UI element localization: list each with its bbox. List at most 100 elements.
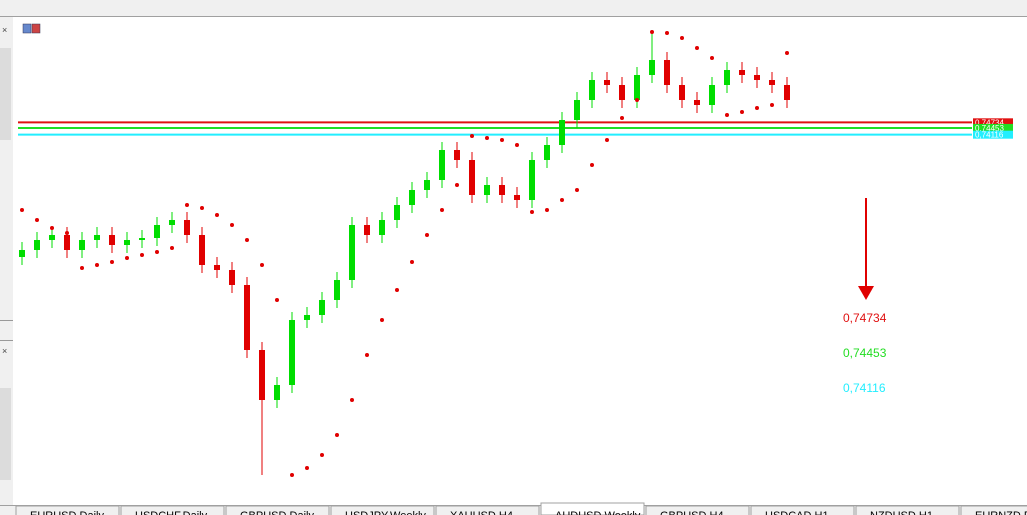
tab[interactable] <box>855 505 960 515</box>
sar-dot <box>320 453 324 457</box>
candle-body <box>649 60 655 75</box>
sar-dot <box>260 263 264 267</box>
candle-body <box>739 70 745 75</box>
candle-body <box>274 385 280 400</box>
candle-body <box>619 85 625 100</box>
sar-dot <box>635 98 639 102</box>
candle-body <box>694 100 700 105</box>
tab[interactable] <box>540 502 645 515</box>
sar-dot <box>590 163 594 167</box>
sar-dot <box>695 46 699 50</box>
sar-dot <box>710 56 714 60</box>
tab[interactable] <box>225 505 330 515</box>
level-price-tag: 0,74734 <box>975 118 1004 127</box>
tab[interactable] <box>435 505 540 515</box>
candle-body <box>724 70 730 85</box>
candle-body <box>139 238 145 240</box>
close-button[interactable]: × <box>2 25 7 35</box>
candle-body <box>64 235 70 250</box>
candle-body <box>424 180 430 190</box>
candle-body <box>664 60 670 85</box>
chart-icon[interactable] <box>22 23 32 34</box>
sar-dot <box>740 110 744 114</box>
candle-body <box>124 240 130 245</box>
sar-dot <box>785 51 789 55</box>
plot-area <box>13 17 1027 505</box>
candle-body <box>769 80 775 85</box>
sar-dot <box>50 226 54 230</box>
candle-body <box>34 240 40 250</box>
tab[interactable] <box>750 505 855 515</box>
candle-body <box>109 235 115 245</box>
sar-dot <box>185 203 189 207</box>
tab[interactable] <box>960 505 1027 515</box>
close-button[interactable]: × <box>2 346 7 356</box>
sar-dot <box>770 103 774 107</box>
candle-body <box>484 185 490 195</box>
sar-dot <box>125 256 129 260</box>
signal-arrow-head <box>858 286 874 300</box>
sar-dot <box>305 466 309 470</box>
candle-body <box>559 120 565 145</box>
candle-body <box>754 75 760 80</box>
sar-dot <box>485 136 489 140</box>
candle-body <box>589 80 595 100</box>
sar-dot <box>35 218 39 222</box>
tab-label: GBPUSD,Daily <box>240 510 314 515</box>
candle-body <box>154 225 160 238</box>
tab[interactable] <box>330 505 435 515</box>
sar-dot <box>80 266 84 270</box>
sar-dot <box>425 233 429 237</box>
candle-body <box>79 240 85 250</box>
candle-body <box>439 150 445 180</box>
title-bar <box>0 0 1027 17</box>
candle-body <box>169 220 175 225</box>
sar-dot <box>395 288 399 292</box>
scroll-thumb[interactable] <box>0 48 11 140</box>
candle-body <box>499 185 505 195</box>
candle-body <box>349 225 355 280</box>
candle-body <box>529 160 535 200</box>
level-price-box <box>973 118 1013 127</box>
sar-dot <box>65 231 69 235</box>
sar-dot <box>530 210 534 214</box>
candle-body <box>784 85 790 100</box>
sar-dot <box>725 113 729 117</box>
candle-body <box>709 85 715 105</box>
candle-body <box>199 235 205 265</box>
sar-dot <box>245 238 249 242</box>
candle-body <box>184 220 190 235</box>
tab[interactable] <box>120 505 225 515</box>
level-price-tag: 0,74453 <box>975 124 1004 133</box>
candle-body <box>304 315 310 320</box>
sar-dot <box>575 188 579 192</box>
scroll-thumb[interactable] <box>0 388 11 480</box>
sar-dot <box>755 106 759 110</box>
sar-dot <box>410 260 414 264</box>
candle-body <box>574 100 580 120</box>
sar-dot <box>500 138 504 142</box>
tab-label: USDJPY,Weekly <box>345 510 426 515</box>
sar-dot <box>515 143 519 147</box>
sar-dot <box>200 206 204 210</box>
sar-dot <box>680 36 684 40</box>
candle-body <box>214 265 220 270</box>
chart-icon[interactable] <box>31 23 41 34</box>
candle-body <box>289 320 295 385</box>
tab[interactable] <box>645 505 750 515</box>
candle-body <box>634 75 640 100</box>
sar-dot <box>560 198 564 202</box>
sar-dot <box>650 30 654 34</box>
candle-body <box>604 80 610 85</box>
candle-body <box>544 145 550 160</box>
tab[interactable] <box>15 505 120 515</box>
sar-dot <box>620 116 624 120</box>
sar-dot <box>335 433 339 437</box>
candle-body <box>364 225 370 235</box>
sar-dot <box>110 260 114 264</box>
sar-dot <box>440 208 444 212</box>
sar-dot <box>290 473 294 477</box>
candle-body <box>379 220 385 235</box>
tab-label: USDCHF,Daily <box>135 510 208 515</box>
